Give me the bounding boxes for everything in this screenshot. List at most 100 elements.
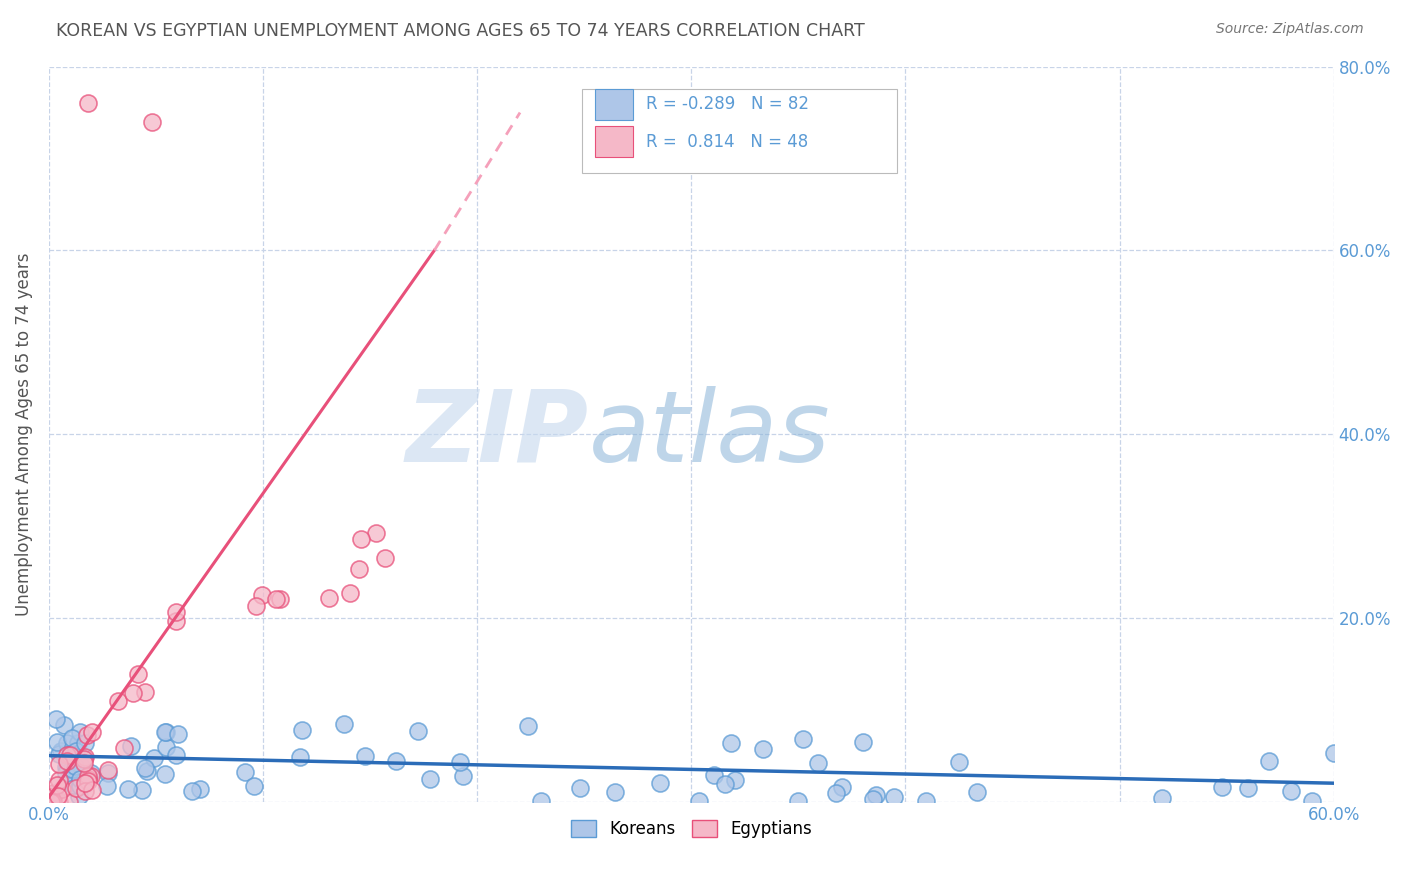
- Point: [865, 788, 887, 802]
- Point: [112, 741, 135, 756]
- Point: [568, 780, 591, 795]
- Point: [153, 766, 176, 780]
- Point: [915, 794, 938, 808]
- Point: [76, 728, 98, 742]
- Legend: Koreans, Egyptians: Koreans, Egyptians: [564, 814, 818, 845]
- Point: [55, 760, 77, 774]
- Point: [127, 666, 149, 681]
- Point: [73, 756, 96, 771]
- Point: [364, 525, 387, 540]
- Point: [63, 759, 86, 773]
- Point: [1279, 783, 1302, 797]
- Point: [69, 779, 91, 793]
- Point: [51, 744, 73, 758]
- Point: [75, 736, 97, 750]
- Point: [517, 719, 540, 733]
- Point: [80, 769, 103, 783]
- Point: [51, 781, 73, 796]
- Point: [48, 795, 70, 809]
- Point: [65, 744, 87, 758]
- Point: [1211, 780, 1233, 794]
- Point: [97, 763, 120, 777]
- Point: [250, 589, 273, 603]
- Point: [122, 686, 145, 700]
- Point: [862, 792, 884, 806]
- Point: [449, 755, 471, 769]
- FancyBboxPatch shape: [595, 88, 634, 120]
- Point: [530, 794, 553, 808]
- Point: [46, 792, 69, 806]
- Point: [648, 776, 671, 790]
- Point: [75, 750, 97, 764]
- Point: [60, 763, 83, 777]
- Point: [97, 765, 120, 780]
- Point: [349, 562, 371, 576]
- Point: [339, 586, 361, 600]
- Point: [41, 787, 63, 801]
- Point: [67, 789, 90, 803]
- FancyBboxPatch shape: [582, 88, 897, 173]
- Point: [419, 772, 441, 786]
- Point: [688, 794, 710, 808]
- Point: [107, 693, 129, 707]
- Point: [96, 780, 118, 794]
- Point: [52, 718, 75, 732]
- Point: [266, 592, 288, 607]
- Point: [720, 736, 742, 750]
- Point: [69, 772, 91, 786]
- Point: [48, 747, 70, 761]
- Text: Source: ZipAtlas.com: Source: ZipAtlas.com: [1216, 22, 1364, 37]
- Point: [59, 747, 82, 762]
- Point: [42, 786, 65, 800]
- Point: [291, 723, 314, 737]
- Point: [45, 735, 67, 749]
- Point: [77, 772, 100, 787]
- Text: atlas: atlas: [589, 385, 830, 483]
- Point: [165, 605, 187, 619]
- Point: [807, 756, 830, 770]
- Point: [82, 782, 104, 797]
- Point: [948, 755, 970, 769]
- Point: [56, 736, 79, 750]
- Point: [120, 739, 142, 753]
- Point: [62, 778, 84, 792]
- Point: [374, 551, 396, 566]
- Point: [1152, 791, 1174, 805]
- Point: [233, 764, 256, 779]
- Point: [42, 795, 65, 809]
- Point: [60, 731, 83, 745]
- Point: [56, 747, 79, 762]
- Point: [406, 724, 429, 739]
- Point: [39, 790, 62, 805]
- Point: [318, 591, 340, 605]
- Point: [155, 725, 177, 739]
- Point: [792, 732, 814, 747]
- Point: [58, 795, 80, 809]
- Point: [786, 794, 808, 808]
- Point: [65, 780, 87, 795]
- Point: [290, 750, 312, 764]
- Point: [153, 724, 176, 739]
- Point: [181, 783, 204, 797]
- Point: [1258, 754, 1281, 768]
- Point: [350, 532, 373, 546]
- Point: [703, 768, 725, 782]
- Point: [354, 748, 377, 763]
- Point: [1301, 794, 1323, 808]
- Text: R =  0.814   N = 48: R = 0.814 N = 48: [647, 133, 808, 151]
- Point: [852, 735, 875, 749]
- Point: [131, 783, 153, 797]
- Point: [76, 774, 98, 789]
- Point: [166, 727, 188, 741]
- Point: [752, 742, 775, 756]
- Y-axis label: Unemployment Among Ages 65 to 74 years: Unemployment Among Ages 65 to 74 years: [15, 252, 32, 615]
- Point: [723, 773, 745, 788]
- Text: R = -0.289   N = 82: R = -0.289 N = 82: [647, 95, 810, 113]
- Point: [45, 778, 67, 792]
- Point: [188, 781, 211, 796]
- Point: [332, 716, 354, 731]
- Point: [73, 776, 96, 790]
- Point: [165, 614, 187, 628]
- Point: [117, 782, 139, 797]
- Point: [141, 114, 163, 128]
